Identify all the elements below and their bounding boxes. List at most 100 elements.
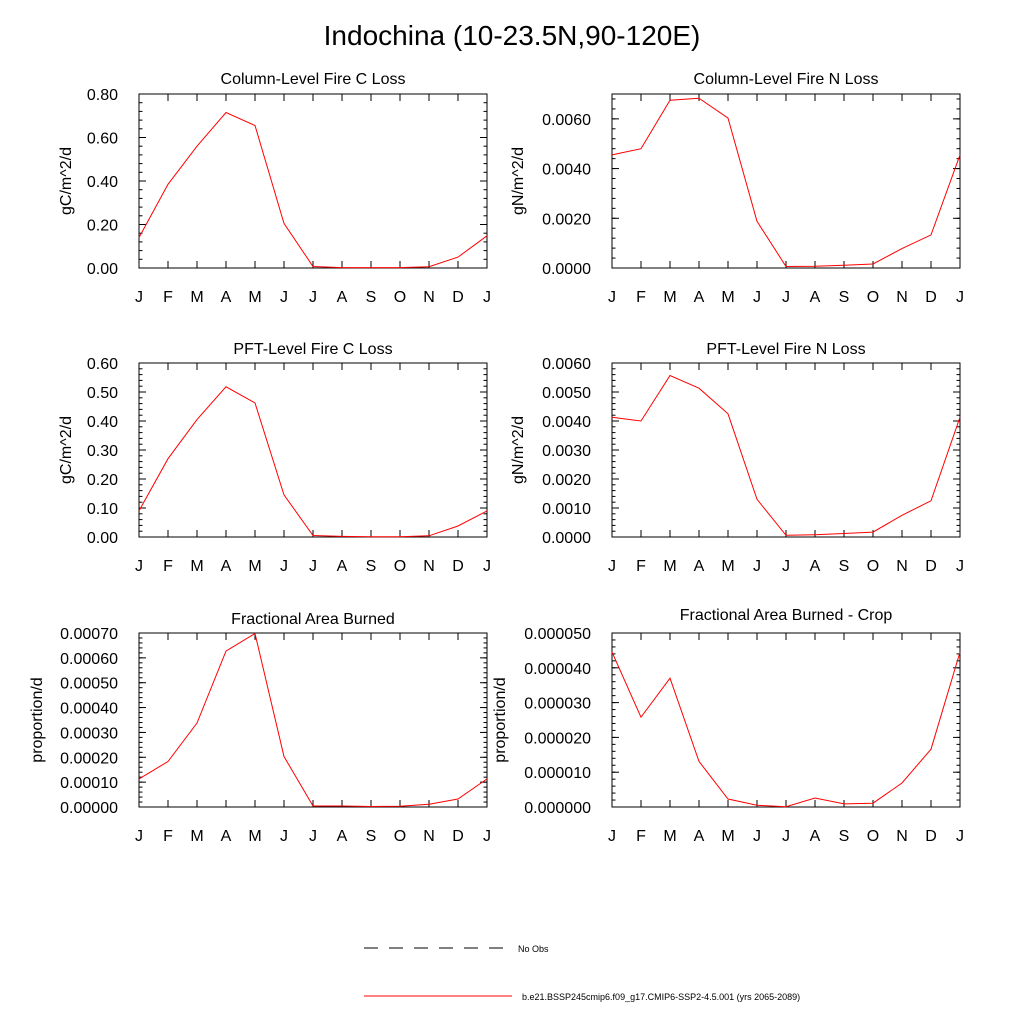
x-tick-label: M — [663, 558, 676, 575]
x-tick-label: J — [309, 558, 317, 575]
x-tick-label: S — [366, 828, 377, 845]
x-tick-label: J — [135, 558, 143, 575]
x-tick-label: N — [423, 289, 435, 306]
panel-title: Column-Level Fire N Loss — [694, 71, 879, 88]
y-tick-label: 0.60 — [87, 131, 118, 148]
plot-frame — [138, 93, 488, 269]
panel-title: Column-Level Fire C Loss — [221, 71, 406, 88]
x-tick-label: A — [221, 558, 232, 575]
x-tick-label: S — [366, 558, 377, 575]
y-axis-label: proportion/d — [492, 677, 509, 762]
x-tick-label: S — [839, 289, 850, 306]
y-tick-label: 0.80 — [87, 87, 118, 104]
x-tick-label: A — [694, 558, 705, 575]
x-tick-label: A — [810, 828, 821, 845]
x-tick-label: M — [248, 828, 261, 845]
y-tick-label: 0.0010 — [542, 501, 591, 518]
x-tick-label: O — [394, 828, 406, 845]
y-tick-label: 0.0000 — [542, 261, 591, 278]
x-tick-label: J — [309, 828, 317, 845]
y-tick-label: 0.0040 — [542, 414, 591, 431]
x-tick-label: J — [956, 289, 964, 306]
y-tick-label: 0.40 — [87, 174, 118, 191]
x-tick-label: J — [753, 828, 761, 845]
y-tick-label: 0.40 — [87, 414, 118, 431]
x-tick-label: F — [163, 828, 173, 845]
panel-title: PFT-Level Fire N Loss — [706, 341, 865, 358]
y-tick-label: 0.20 — [87, 472, 118, 489]
y-tick-label: 0.0000 — [542, 530, 591, 547]
y-tick-label: 0.000040 — [524, 661, 591, 678]
x-tick-label: D — [452, 558, 464, 575]
x-tick-label: D — [452, 289, 464, 306]
panel-title: PFT-Level Fire C Loss — [233, 341, 392, 358]
y-axis-label: gC/m^2/d — [58, 147, 75, 215]
y-tick-label: 0.000030 — [524, 696, 591, 713]
y-tick-label: 0.00 — [87, 530, 118, 547]
plot-frame — [611, 93, 961, 269]
x-tick-label: F — [636, 289, 646, 306]
legend-model-label: b.e21.BSSP245cmip6.f09_g17.CMIP6-SSP2-4.… — [522, 992, 800, 1002]
y-tick-label: 0.30 — [87, 443, 118, 460]
x-tick-label: M — [721, 558, 734, 575]
y-tick-label: 0.20 — [87, 218, 118, 235]
x-tick-label: J — [782, 828, 790, 845]
y-axis-label: proportion/d — [29, 677, 46, 762]
x-tick-label: J — [280, 828, 288, 845]
series-line — [138, 632, 488, 808]
x-tick-label: J — [309, 289, 317, 306]
x-tick-label: O — [394, 558, 406, 575]
x-tick-label: J — [483, 289, 491, 306]
y-tick-label: 0.00050 — [60, 676, 118, 693]
y-tick-label: 0.00020 — [60, 750, 118, 767]
y-tick-label: 0.00 — [87, 261, 118, 278]
x-tick-label: J — [135, 828, 143, 845]
x-tick-label: M — [721, 828, 734, 845]
panel-title: Fractional Area Burned — [231, 611, 395, 628]
x-tick-label: A — [337, 558, 348, 575]
y-tick-label: 0.0060 — [542, 356, 591, 373]
y-tick-label: 0.0020 — [542, 472, 591, 489]
y-tick-label: 0.00040 — [60, 701, 118, 718]
x-tick-label: J — [956, 828, 964, 845]
series-line — [611, 97, 961, 268]
series-line — [611, 651, 961, 808]
y-axis-label: gC/m^2/d — [58, 416, 75, 484]
x-tick-label: M — [721, 289, 734, 306]
legend-obs-label: No Obs — [518, 944, 549, 954]
x-tick-label: F — [163, 558, 173, 575]
chart-panel-6: Fractional Area Burned - Crop proportion/… — [492, 607, 964, 845]
y-tick-label: 0.0020 — [542, 211, 591, 228]
y-tick-label: 0.00060 — [60, 651, 118, 668]
x-tick-label: M — [190, 828, 203, 845]
x-tick-label: J — [280, 289, 288, 306]
x-tick-label: J — [608, 828, 616, 845]
x-tick-label: J — [483, 828, 491, 845]
plot-frame — [611, 632, 961, 808]
x-tick-label: D — [925, 828, 937, 845]
x-tick-label: M — [248, 558, 261, 575]
x-tick-label: J — [608, 558, 616, 575]
x-tick-label: J — [782, 289, 790, 306]
x-tick-label: J — [753, 558, 761, 575]
x-tick-label: N — [896, 558, 908, 575]
x-tick-label: J — [782, 558, 790, 575]
x-tick-label: F — [163, 289, 173, 306]
y-axis-label: gN/m^2/d — [510, 416, 527, 484]
x-tick-label: M — [190, 558, 203, 575]
y-tick-label: 0.00000 — [60, 800, 118, 817]
x-tick-label: N — [896, 828, 908, 845]
x-tick-label: O — [867, 558, 879, 575]
legend: No Obs b.e21.BSSP245cmip6.f09_g17.CMIP6-… — [364, 944, 800, 1002]
figure-title: Indochina (10-23.5N,90-120E) — [323, 20, 701, 51]
x-tick-label: O — [867, 828, 879, 845]
x-tick-label: A — [810, 558, 821, 575]
x-tick-label: M — [248, 289, 261, 306]
x-tick-label: A — [810, 289, 821, 306]
y-axis-label: gN/m^2/d — [510, 147, 527, 215]
x-tick-label: J — [483, 558, 491, 575]
x-tick-label: A — [337, 828, 348, 845]
